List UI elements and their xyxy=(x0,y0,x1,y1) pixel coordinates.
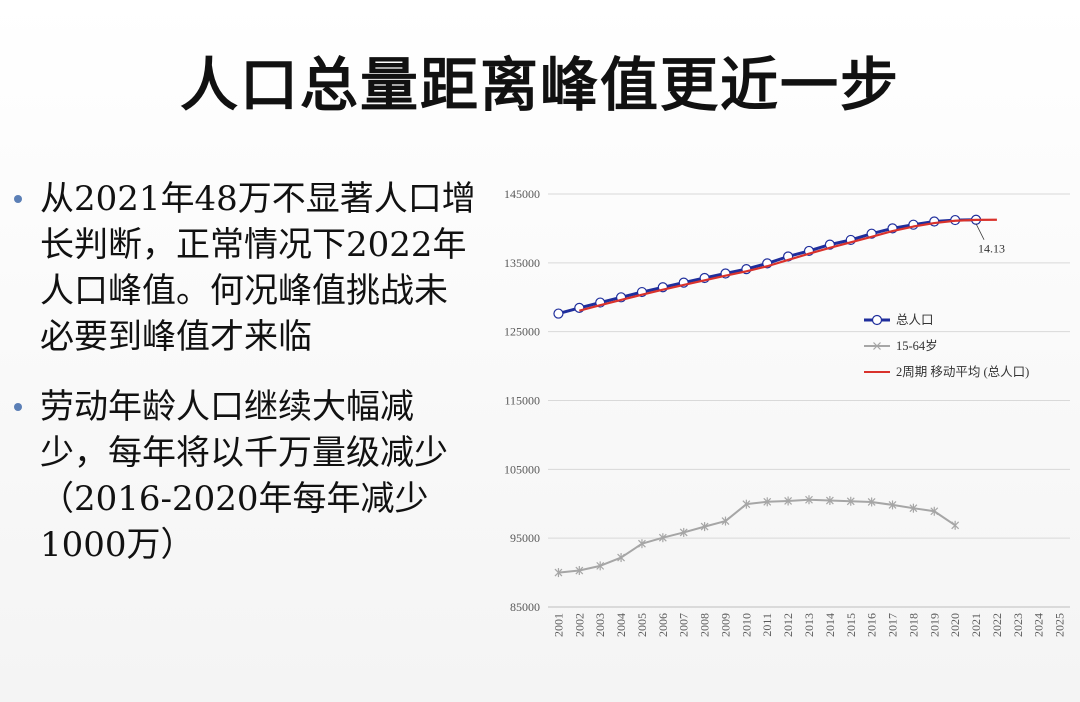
x-tick-label: 2007 xyxy=(677,613,691,637)
data-point xyxy=(805,495,813,505)
data-point xyxy=(930,506,939,516)
x-tick-labels: 2001 2002 2003 2004 2005 2006 2007 2008 2009 2010… xyxy=(551,613,1066,637)
series-lines xyxy=(553,214,997,578)
x-tick-label: 2024 xyxy=(1032,613,1046,637)
data-point xyxy=(658,533,667,543)
legend-item: 总人口 xyxy=(864,313,934,327)
data-point xyxy=(553,308,564,319)
x-tick-label: 2018 xyxy=(906,613,920,637)
x-tick-label: 2013 xyxy=(802,613,816,637)
x-tick-label: 2022 xyxy=(990,613,1004,637)
bullet-dot-icon xyxy=(14,403,22,411)
legend: 总人口 15-64岁 2周期 移动平均 (总人口) xyxy=(864,313,1029,379)
x-tick-label: 2011 xyxy=(760,613,774,637)
legend-label: 2周期 移动平均 (总人口) xyxy=(896,365,1029,379)
data-point xyxy=(554,568,563,578)
bullet-item: 从2021年48万不显著人口增长判断，正常情况下2022年人口峰值。何况峰值挑战… xyxy=(8,176,478,360)
bullet-list: 从2021年48万不显著人口增长判断，正常情况下2022年人口峰值。何况峰值挑战… xyxy=(8,176,478,592)
x-tick-label: 2025 xyxy=(1053,613,1067,637)
x-tick-label: 2014 xyxy=(823,613,837,637)
x-tick-label: 2006 xyxy=(656,613,670,637)
x-tick-label: 2009 xyxy=(718,613,732,637)
data-point xyxy=(679,527,688,537)
data-point xyxy=(617,553,626,563)
y-tick-label: 135000 xyxy=(504,256,540,270)
legend-item: 15-64岁 xyxy=(864,338,938,353)
legend-marker xyxy=(871,314,883,326)
legend-item: 2周期 移动平均 (总人口) xyxy=(864,365,1029,379)
x-tick-label: 2010 xyxy=(739,613,753,637)
legend-marker xyxy=(873,342,881,350)
data-point xyxy=(888,500,897,510)
y-tick-label: 145000 xyxy=(504,187,540,201)
population-line-chart: 85000 95000 105000 115000 125000 135000 145000… xyxy=(504,187,1070,637)
bullet-text: 从2021年48万不显著人口增长判断，正常情况下2022年人口峰值。何况峰值挑战… xyxy=(40,179,476,357)
data-point xyxy=(574,302,585,313)
data-point xyxy=(700,522,709,532)
data-point xyxy=(867,497,876,507)
data-point xyxy=(721,516,730,526)
legend-label: 15-64岁 xyxy=(896,338,938,353)
x-tick-label: 2023 xyxy=(1011,613,1025,637)
annotation-label: 14.13 xyxy=(978,242,1005,256)
page-title: 人口总量距离峰值更近一步 xyxy=(179,51,900,119)
series-2 xyxy=(579,218,997,312)
data-point xyxy=(763,497,772,507)
data-point xyxy=(784,496,793,506)
data-point xyxy=(909,503,918,513)
x-tick-label: 2003 xyxy=(593,613,607,637)
bullet-text: 劳动年龄人口继续大幅减少，每年将以千万量级减少（2016-2020年每年减少10… xyxy=(40,387,448,565)
data-point xyxy=(596,561,605,571)
data-point xyxy=(638,539,646,549)
series-line xyxy=(579,218,997,312)
data-point xyxy=(575,566,584,576)
y-tick-label: 95000 xyxy=(510,531,540,545)
x-tick-label: 2005 xyxy=(635,613,649,637)
x-tick-label: 2016 xyxy=(865,613,879,637)
y-tick-label: 85000 xyxy=(510,600,540,614)
x-tick-label: 2019 xyxy=(927,613,941,637)
data-point xyxy=(742,499,751,509)
series-line xyxy=(558,498,956,574)
y-tick-label: 115000 xyxy=(504,394,540,408)
x-tick-label: 2012 xyxy=(781,613,795,637)
series-1 xyxy=(554,495,960,578)
grid-lines xyxy=(548,193,1070,608)
x-tick-label: 2004 xyxy=(614,613,628,637)
y-tick-label: 105000 xyxy=(504,462,540,476)
bullet-item: 劳动年龄人口继续大幅减少，每年将以千万量级减少（2016-2020年每年减少10… xyxy=(8,384,478,568)
x-tick-label: 2002 xyxy=(572,613,586,637)
x-tick-label: 2001 xyxy=(551,613,565,637)
data-point xyxy=(951,520,960,530)
series-0 xyxy=(553,214,982,319)
y-tick-labels: 85000 95000 105000 115000 125000 135000 145000 xyxy=(504,187,540,614)
x-tick-label: 2015 xyxy=(844,613,858,637)
x-tick-label: 2020 xyxy=(948,613,962,637)
x-tick-label: 2017 xyxy=(886,613,900,637)
x-tick-label: 2008 xyxy=(698,613,712,637)
x-tick-label: 2021 xyxy=(969,613,983,637)
annotation-leader xyxy=(975,223,985,240)
legend-label: 总人口 xyxy=(896,313,934,327)
bullet-dot-icon xyxy=(14,195,22,203)
y-tick-label: 125000 xyxy=(504,325,540,339)
annotations: 14.13 xyxy=(975,223,1005,256)
data-point xyxy=(825,496,834,506)
data-point xyxy=(846,496,855,506)
